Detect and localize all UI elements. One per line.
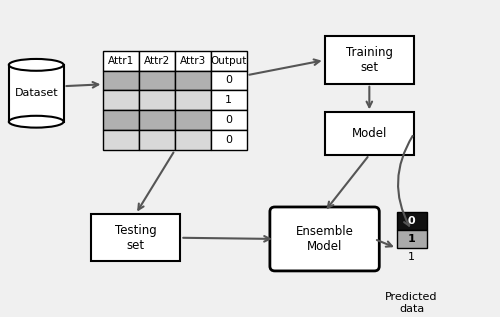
- Text: Attr3: Attr3: [180, 55, 206, 66]
- FancyBboxPatch shape: [210, 51, 246, 71]
- FancyBboxPatch shape: [139, 71, 175, 90]
- Ellipse shape: [9, 59, 64, 71]
- FancyBboxPatch shape: [175, 110, 210, 130]
- FancyBboxPatch shape: [139, 130, 175, 150]
- FancyBboxPatch shape: [104, 130, 139, 150]
- FancyBboxPatch shape: [270, 207, 380, 271]
- FancyBboxPatch shape: [210, 90, 246, 110]
- FancyBboxPatch shape: [324, 36, 414, 84]
- FancyBboxPatch shape: [104, 90, 139, 110]
- Text: 1: 1: [225, 95, 232, 105]
- Text: 1: 1: [408, 234, 416, 244]
- FancyBboxPatch shape: [324, 112, 414, 155]
- FancyBboxPatch shape: [139, 51, 175, 71]
- Text: Model: Model: [352, 127, 387, 140]
- Text: Training
set: Training set: [346, 46, 393, 74]
- FancyBboxPatch shape: [104, 71, 139, 90]
- FancyBboxPatch shape: [175, 71, 210, 90]
- FancyBboxPatch shape: [210, 130, 246, 150]
- Text: 0: 0: [225, 115, 232, 125]
- FancyBboxPatch shape: [91, 214, 180, 262]
- Text: 0: 0: [225, 135, 232, 145]
- Text: Testing
set: Testing set: [115, 224, 156, 252]
- FancyBboxPatch shape: [175, 51, 210, 71]
- Text: 0: 0: [225, 75, 232, 86]
- Text: 0: 0: [408, 216, 416, 226]
- Ellipse shape: [9, 116, 64, 128]
- Text: Ensemble
Model: Ensemble Model: [296, 225, 354, 253]
- FancyBboxPatch shape: [210, 71, 246, 90]
- FancyBboxPatch shape: [139, 110, 175, 130]
- Text: Dataset: Dataset: [14, 88, 58, 98]
- FancyBboxPatch shape: [104, 110, 139, 130]
- Text: Output: Output: [210, 55, 247, 66]
- Text: Predicted
data: Predicted data: [386, 292, 438, 314]
- Text: Attr1: Attr1: [108, 55, 134, 66]
- FancyBboxPatch shape: [210, 110, 246, 130]
- Text: 1: 1: [408, 252, 415, 262]
- FancyBboxPatch shape: [104, 51, 139, 71]
- FancyBboxPatch shape: [396, 212, 426, 230]
- FancyBboxPatch shape: [175, 130, 210, 150]
- FancyBboxPatch shape: [396, 230, 426, 248]
- Text: Attr2: Attr2: [144, 55, 170, 66]
- FancyBboxPatch shape: [9, 65, 64, 122]
- FancyBboxPatch shape: [175, 90, 210, 110]
- FancyBboxPatch shape: [139, 90, 175, 110]
